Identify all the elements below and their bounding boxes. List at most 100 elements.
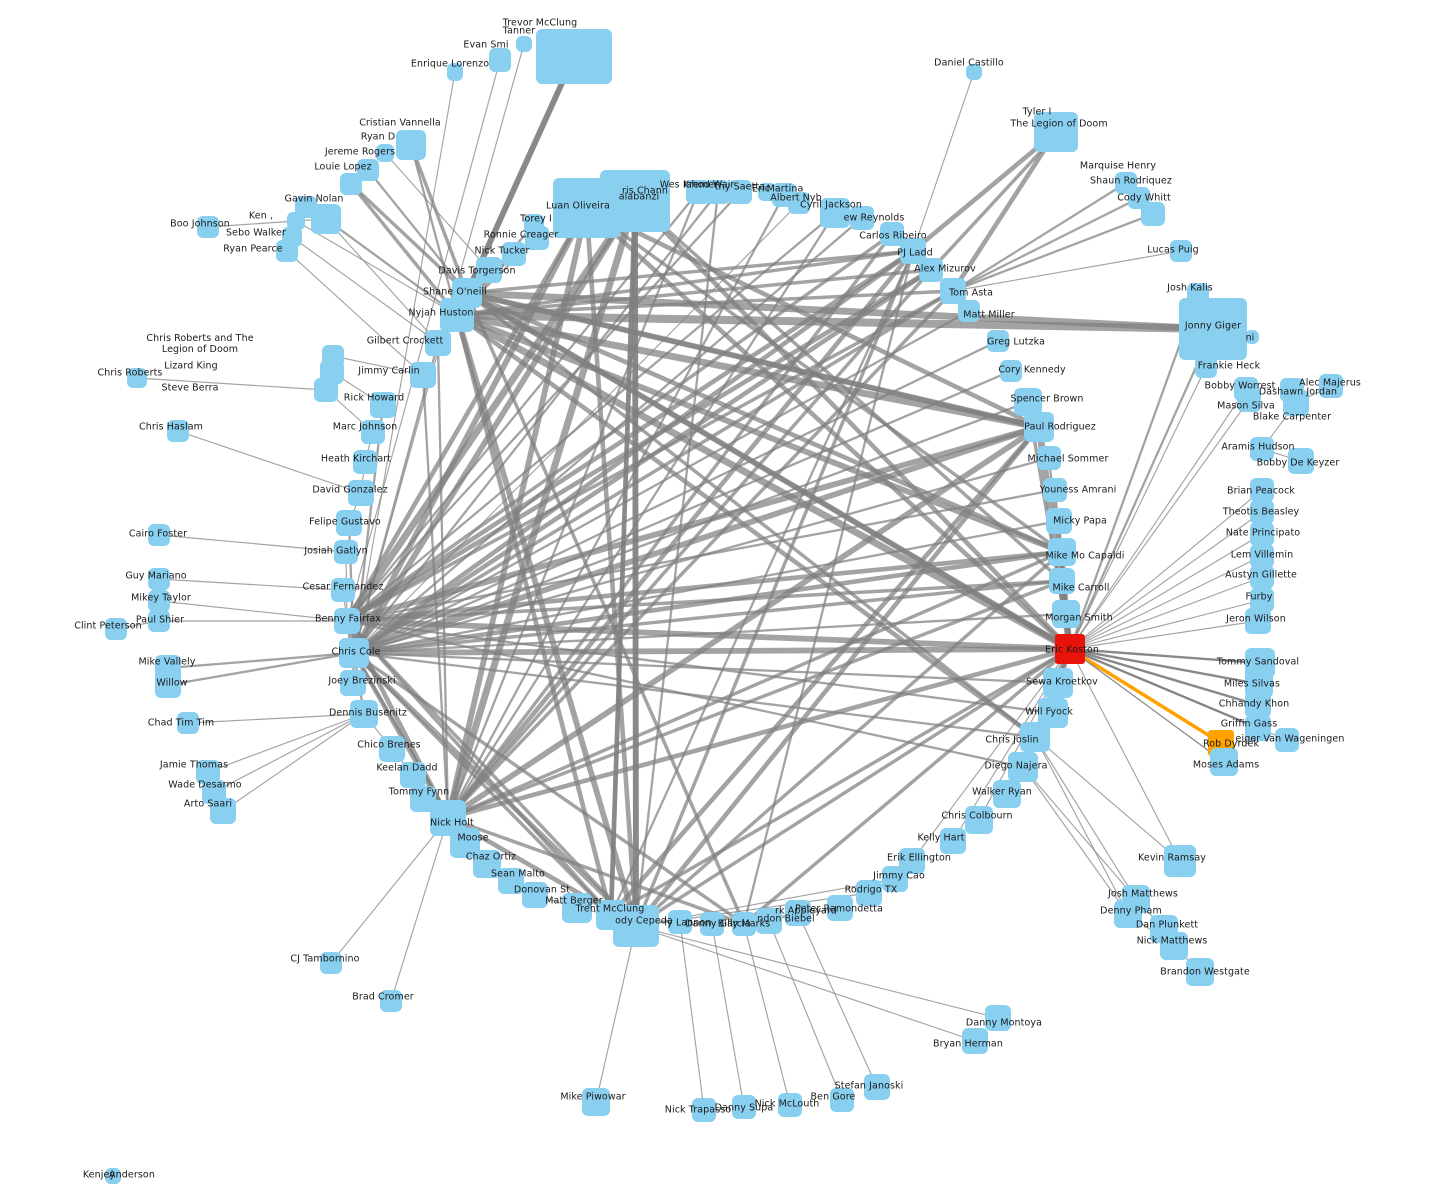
- graph-node-sewa-kroetkov[interactable]: [1043, 668, 1073, 698]
- graph-node-evan-smith[interactable]: [489, 48, 511, 72]
- graph-node-aramis-hudson[interactable]: [1250, 437, 1274, 461]
- graph-node-jimmy-lannon[interactable]: [668, 910, 692, 934]
- graph-node-albert-nyberg[interactable]: [788, 192, 810, 214]
- graph-node-chris-roberts[interactable]: [127, 368, 147, 388]
- graph-node-nick-trapasso[interactable]: [692, 1098, 716, 1122]
- graph-node-jereme-rogers[interactable]: [357, 159, 379, 181]
- graph-node-steve-berra[interactable]: [314, 378, 338, 402]
- graph-node-gavin2[interactable]: [295, 196, 317, 218]
- graph-node-ronnie-creager[interactable]: [525, 226, 549, 250]
- graph-node-alec-majerus[interactable]: [1319, 374, 1343, 398]
- graph-node-cyril-jackson[interactable]: [820, 198, 850, 228]
- graph-node-davis-torgerson[interactable]: [476, 257, 502, 283]
- graph-node-mason-silva[interactable]: [1237, 388, 1261, 412]
- graph-node-nyjah-huston[interactable]: [440, 298, 474, 332]
- graph-node-donovan-st[interactable]: [522, 882, 548, 908]
- graph-node-lem-villemin[interactable]: [1250, 544, 1274, 568]
- graph-node-david-gonzalez[interactable]: [348, 480, 374, 506]
- graph-node-louie-lopez[interactable]: [340, 173, 362, 195]
- graph-node-cody-cepeda[interactable]: [613, 905, 659, 947]
- graph-node-stefan-janoski[interactable]: [864, 1074, 890, 1100]
- graph-node-chad-tim-tim[interactable]: [177, 712, 199, 734]
- graph-node-arto-saari[interactable]: [210, 798, 236, 824]
- graph-node-diego-najera[interactable]: [1008, 752, 1038, 782]
- graph-node-walker-ryan[interactable]: [993, 780, 1021, 808]
- graph-node-michael-sommer[interactable]: [1037, 446, 1061, 470]
- graph-node-paul-shier[interactable]: [148, 610, 170, 632]
- graph-node-kelly-hart[interactable]: [940, 828, 966, 854]
- graph-node-marc-johnson[interactable]: [361, 420, 385, 444]
- graph-node-ishod-wair[interactable]: [706, 180, 730, 204]
- graph-node-brian-peacock[interactable]: [1250, 478, 1274, 502]
- graph-node-joey-brezinski[interactable]: [340, 670, 366, 696]
- graph-node-billy-marks[interactable]: [732, 912, 756, 936]
- graph-node-jeron-wilson[interactable]: [1245, 608, 1271, 634]
- graph-node-guy-mariano[interactable]: [148, 568, 170, 590]
- graph-node-anthony-saetta[interactable]: [728, 180, 752, 204]
- graph-node-brandon-westgate[interactable]: [1186, 958, 1214, 986]
- graph-node-tom-asta[interactable]: [940, 278, 966, 304]
- graph-node-gilbert-crockett[interactable]: [425, 330, 451, 356]
- graph-node-ryan-d[interactable]: [376, 144, 394, 162]
- graph-node-eric[interactable]: [758, 183, 776, 201]
- graph-node-chico-brenes[interactable]: [379, 736, 405, 762]
- graph-node-danny-montoya[interactable]: [985, 1005, 1011, 1031]
- graph-node-cesar-fernandez[interactable]: [331, 578, 355, 602]
- graph-node-mike-carroll[interactable]: [1049, 568, 1075, 594]
- graph-node-galabanzi[interactable]: [600, 176, 670, 232]
- graph-node-matt-miller[interactable]: [958, 300, 980, 322]
- graph-node-trevor-mcclung[interactable]: [536, 29, 612, 84]
- graph-node-chhandy-khon[interactable]: [1245, 692, 1271, 718]
- graph-node-benny-fairfax[interactable]: [334, 608, 360, 634]
- graph-node-nick-matthews[interactable]: [1160, 932, 1188, 960]
- graph-node-tanner[interactable]: [516, 36, 532, 52]
- graph-node-cory-kennedy[interactable]: [1000, 360, 1022, 382]
- graph-node-austyn-gillette[interactable]: [1250, 565, 1274, 589]
- graph-node-matt-berger[interactable]: [562, 893, 592, 923]
- graph-node-jimmy-carlin[interactable]: [410, 362, 436, 388]
- graph-node-cairo-foster[interactable]: [148, 524, 170, 546]
- graph-node-danny-supa[interactable]: [732, 1095, 756, 1119]
- graph-node-keelan-dadd[interactable]: [400, 762, 426, 788]
- graph-node-paul-rodriguez[interactable]: [1024, 412, 1054, 442]
- graph-node-mike-piwowar[interactable]: [582, 1088, 610, 1116]
- graph-node-danny-garcia[interactable]: [700, 912, 724, 936]
- graph-node-cody-whitt[interactable]: [1141, 202, 1165, 226]
- graph-node-alex-mizurov[interactable]: [919, 258, 943, 282]
- graph-node-peter-ramondetta[interactable]: [827, 895, 853, 921]
- graph-node-chaz-ortiz[interactable]: [473, 850, 501, 878]
- graph-node-brandon-biebel[interactable]: [756, 908, 782, 934]
- graph-node-mike-mo-capaldi[interactable]: [1048, 538, 1076, 566]
- graph-node-felipe-gustavo[interactable]: [336, 510, 362, 536]
- graph-node-micky-papa[interactable]: [1046, 508, 1072, 534]
- graph-node-denny-pham[interactable]: [1114, 900, 1142, 928]
- graph-node-kevin-ramsay[interactable]: [1164, 845, 1196, 877]
- graph-node-daniel-castillo[interactable]: [966, 64, 982, 80]
- graph-node-griffin-gass[interactable]: [1245, 715, 1271, 741]
- graph-node-mark-appleyard[interactable]: [785, 900, 811, 926]
- graph-node-geiger-van-wageningen[interactable]: [1275, 728, 1299, 752]
- graph-node-jimmy-cao[interactable]: [882, 866, 908, 892]
- graph-node-blake-carpenter[interactable]: [1283, 390, 1309, 416]
- graph-node-bobby-de-keyzer[interactable]: [1288, 448, 1314, 474]
- graph-node-rick-howard[interactable]: [370, 392, 396, 418]
- graph-node-clint-peterson[interactable]: [105, 618, 127, 640]
- graph-node-spencer-brown[interactable]: [1014, 388, 1042, 416]
- graph-node-bryan-herman[interactable]: [962, 1028, 988, 1054]
- graph-node-chris-joslin[interactable]: [1020, 722, 1050, 752]
- graph-node-brad-cromer[interactable]: [380, 990, 402, 1012]
- graph-node-joey-anderson[interactable]: [105, 1168, 121, 1184]
- graph-node-chris-colbourn[interactable]: [965, 806, 993, 834]
- graph-node-rodrigo-tx[interactable]: [856, 880, 882, 906]
- graph-node-greg-lutzka[interactable]: [987, 330, 1009, 352]
- graph-node-theotis-beasley[interactable]: [1250, 500, 1274, 524]
- graph-node-amrani-r[interactable]: [1245, 330, 1259, 344]
- graph-node-morgan-smith[interactable]: [1052, 600, 1080, 628]
- graph-node-dennis-busenitz[interactable]: [350, 700, 378, 728]
- graph-node-ben-gore[interactable]: [830, 1088, 854, 1112]
- graph-node-youness-amrani[interactable]: [1043, 478, 1067, 502]
- graph-node-mikey-taylor[interactable]: [148, 590, 170, 612]
- graph-node-enrique-lorenzo[interactable]: [447, 63, 463, 81]
- graph-node-josiah-gatlyn[interactable]: [334, 540, 358, 564]
- graph-node-boo-johnson[interactable]: [197, 216, 219, 238]
